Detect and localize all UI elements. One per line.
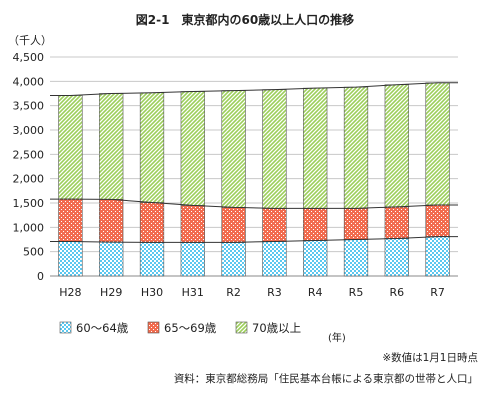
series-top-line: [50, 236, 458, 243]
series-top-line: [50, 82, 458, 96]
x-tick-label: R4: [308, 286, 323, 299]
legend: 60～64歳 65～69歳 70歳以上: [59, 321, 301, 335]
series-lines: [50, 82, 458, 243]
x-tick-label: H30: [141, 286, 163, 299]
bar-segment: [384, 206, 409, 239]
source-note: 資料：東京都総務局「住民基本台帳による東京都の世帯と人口」: [174, 372, 478, 385]
bar-segment: [139, 202, 165, 243]
bar-segment: [343, 239, 369, 277]
x-tick-label: R7: [430, 286, 445, 299]
bar-segment: [139, 92, 165, 203]
bar-segment: [303, 240, 328, 277]
bar-segment: [343, 86, 369, 209]
y-tick-label: 2,000: [13, 173, 45, 186]
y-tick-label: 3,000: [13, 124, 45, 137]
y-axis-ticks: 0 500 1,000 1,500 2,000 2,500 3,000 3,500 4,000 4…: [13, 51, 45, 283]
x-tick-label: R6: [389, 286, 404, 299]
bar-segment: [425, 236, 450, 277]
y-axis-unit-label: （千人）: [8, 34, 52, 47]
bar-segment: [99, 93, 124, 200]
x-tick-label: R3: [267, 286, 282, 299]
bar-segment: [180, 205, 205, 243]
legend-swatch: [147, 321, 160, 334]
bar-segment: [221, 242, 246, 277]
x-tick-label: H29: [100, 286, 122, 299]
y-tick-label: 4,500: [13, 51, 45, 64]
x-tick-label: R2: [226, 286, 241, 299]
bar-segment: [384, 238, 409, 277]
x-axis-unit-label: (年): [328, 331, 346, 344]
bar-segment: [303, 87, 328, 209]
bar-segment: [384, 84, 409, 208]
y-tick-label: 1,500: [13, 197, 45, 210]
bar-segment: [221, 207, 246, 243]
bar-segment: [221, 90, 246, 208]
bar-segment: [58, 241, 83, 277]
x-tick-label: H31: [182, 286, 204, 299]
bar-stacks: [58, 82, 450, 277]
y-tick-label: 4,000: [13, 75, 45, 88]
bar-segment: [343, 208, 369, 240]
bar-segment: [99, 241, 124, 277]
y-tick-label: 0: [37, 270, 44, 283]
x-axis-ticks: H28 H29 H30 H31 R2 R3 R4 R5 R6 R7: [59, 286, 445, 299]
bar-segment: [99, 199, 124, 243]
bar-segment: [58, 95, 83, 200]
bar-segment: [262, 241, 287, 277]
bar-segment: [262, 89, 287, 209]
bar-segment: [425, 204, 450, 237]
date-note: ※数値は1月1日時点: [382, 351, 478, 364]
bar-segment: [303, 208, 328, 241]
x-tick-label: R5: [349, 286, 364, 299]
y-tick-label: 2,500: [13, 148, 45, 161]
series-top-line: [50, 198, 458, 209]
bar-segment: [139, 242, 165, 277]
legend-swatch: [235, 321, 248, 334]
bar-segment: [58, 198, 83, 242]
y-tick-label: 1,000: [13, 221, 45, 234]
y-tick-label: 500: [23, 246, 44, 259]
chart-title: 図2-1 東京都内の60歳以上人口の推移: [136, 12, 354, 27]
bar-segment: [425, 82, 450, 206]
legend-label: 65～69歳: [164, 321, 217, 335]
legend-label: 60～64歳: [76, 321, 129, 335]
legend-label: 70歳以上: [252, 321, 301, 335]
bar-segment: [262, 208, 287, 242]
legend-swatch: [59, 321, 72, 334]
y-tick-label: 3,500: [13, 100, 45, 113]
x-tick-label: H28: [59, 286, 81, 299]
bar-segment: [180, 91, 205, 206]
bar-segment: [180, 242, 205, 277]
